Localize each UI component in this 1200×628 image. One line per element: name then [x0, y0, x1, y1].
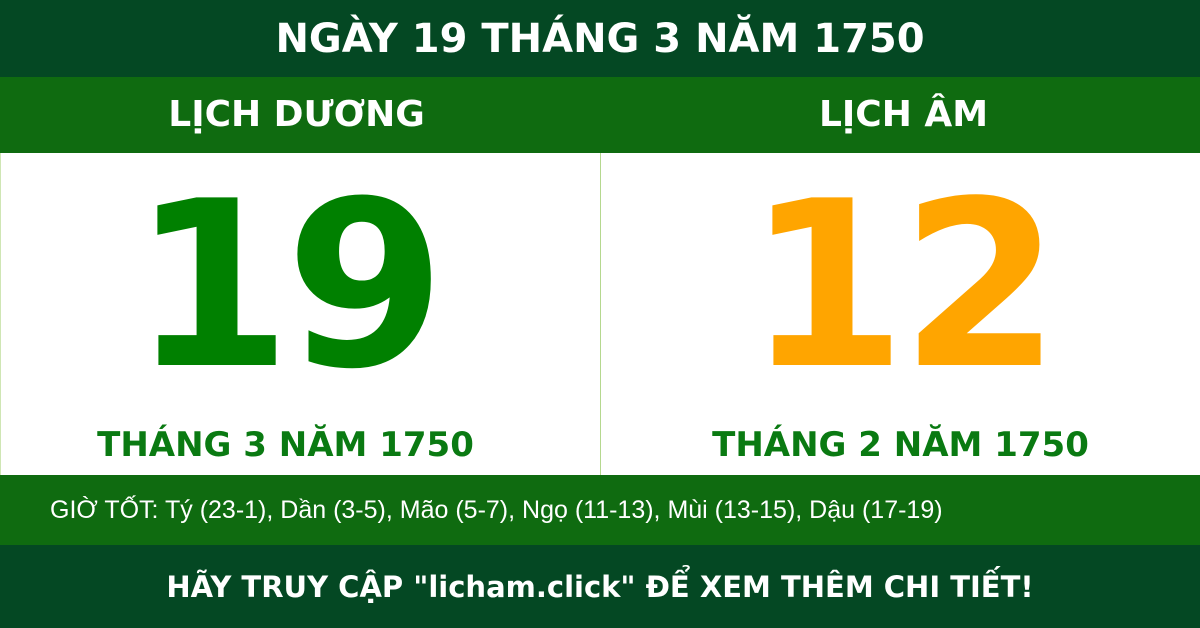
calendar-body: 19 THÁNG 3 NĂM 1750 12 THÁNG 2 NĂM 1750	[0, 153, 1200, 475]
footer-cta: HÃY TRUY CẬP "licham.click" ĐỂ XEM THÊM …	[0, 545, 1200, 628]
solar-panel: 19 THÁNG 3 NĂM 1750	[0, 153, 600, 475]
lunar-month-year: THÁNG 2 NĂM 1750	[712, 425, 1089, 465]
good-hours: GIỜ TỐT: Tý (23-1), Dần (3-5), Mão (5-7)…	[0, 475, 1200, 545]
solar-day: 19	[131, 153, 445, 420]
lunar-calendar-label: LỊCH ÂM	[818, 94, 989, 135]
lunar-panel: 12 THÁNG 2 NĂM 1750	[600, 153, 1200, 475]
page-title: NGÀY 19 THÁNG 3 NĂM 1750	[0, 0, 1200, 77]
calendar-headers: LỊCH DƯƠNG LỊCH ÂM	[0, 77, 1200, 153]
lunar-day: 12	[746, 153, 1060, 420]
solar-month-year: THÁNG 3 NĂM 1750	[97, 425, 474, 465]
solar-calendar-label: LỊCH DƯƠNG	[168, 94, 425, 135]
